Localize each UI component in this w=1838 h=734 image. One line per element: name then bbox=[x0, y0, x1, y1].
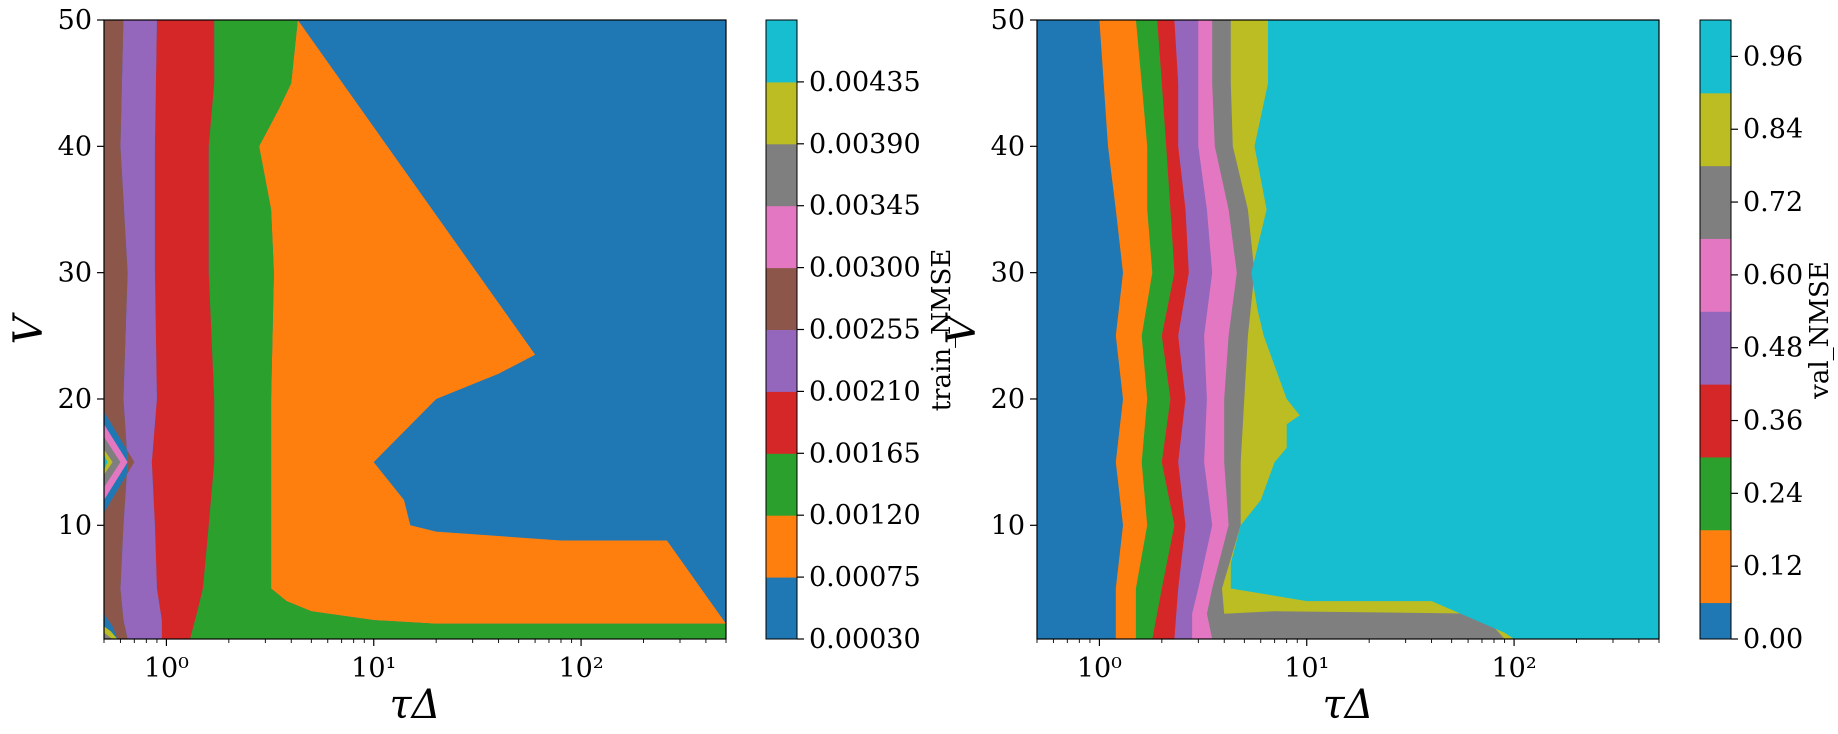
colorbar-band bbox=[1700, 384, 1731, 458]
colorbar-band bbox=[1700, 602, 1731, 640]
colorbar-band bbox=[766, 81, 797, 145]
colorbar-band bbox=[1700, 238, 1731, 312]
left-colorbar-bands bbox=[766, 20, 797, 640]
left-contour-regions bbox=[104, 20, 726, 639]
colorbar-tick-label: 0.00165 bbox=[809, 438, 921, 469]
left-y-axis-label: V bbox=[6, 311, 52, 344]
left-colorbar: 0.00030 0.00075 0.00120 0.00165 0.00210 0.002… bbox=[765, 19, 957, 655]
right-colorbar-frame bbox=[1699, 19, 1732, 640]
colorbar-tick-label: 0.00390 bbox=[809, 129, 921, 160]
colorbar-band bbox=[766, 329, 797, 392]
colorbar-tick-label: 0.00030 bbox=[809, 624, 921, 655]
contour-region bbox=[1286, 386, 1659, 608]
colorbar-tick-label: 0.00435 bbox=[809, 67, 921, 98]
contour-region bbox=[120, 20, 162, 639]
colorbar-tick-label: 0.60 bbox=[1743, 260, 1803, 291]
contour-region bbox=[1282, 20, 1659, 469]
right-colorbar-label: val_NMSE bbox=[1805, 261, 1835, 400]
contour-region bbox=[104, 632, 113, 639]
left-x-ticks: 10⁰ 10¹ 10² bbox=[103, 639, 727, 684]
colorbar-tick-label: 0.00345 bbox=[809, 191, 921, 222]
colorbar-tick-label: 0.72 bbox=[1743, 187, 1803, 218]
left-colorbar-label: train_NMSE bbox=[927, 249, 957, 412]
contour-region bbox=[104, 20, 135, 639]
colorbar-band bbox=[1700, 456, 1731, 531]
colorbar-band bbox=[1700, 92, 1731, 167]
y-tick-label: 20 bbox=[58, 384, 92, 415]
colorbar-band bbox=[766, 391, 797, 454]
colorbar-band bbox=[766, 205, 797, 269]
x-tick-label: 10² bbox=[558, 653, 603, 684]
y-tick-label: 30 bbox=[58, 258, 92, 289]
colorbar-tick-label: 0.00300 bbox=[809, 253, 921, 284]
right-y-ticks: 10 20 30 40 50 bbox=[991, 5, 1037, 541]
y-tick-label: 50 bbox=[991, 5, 1025, 36]
colorbar-tick-label: 0.12 bbox=[1743, 551, 1803, 582]
right-contour-regions bbox=[1037, 20, 1659, 639]
colorbar-tick-label: 0.00 bbox=[1743, 624, 1803, 655]
colorbar-tick-label: 0.36 bbox=[1743, 406, 1803, 437]
colorbar-tick-label: 0.96 bbox=[1743, 41, 1803, 72]
y-tick-label: 30 bbox=[991, 258, 1025, 289]
left-x-axis-label: τΔ bbox=[389, 682, 440, 728]
x-tick-label: 10¹ bbox=[1284, 653, 1329, 684]
colorbar-band bbox=[766, 577, 797, 640]
right-plot-frame bbox=[1036, 19, 1660, 640]
x-tick-label: 10¹ bbox=[351, 653, 396, 684]
colorbar-band bbox=[766, 20, 797, 83]
contour-region bbox=[151, 20, 215, 639]
left-colorbar-ticks: 0.00030 0.00075 0.00120 0.00165 0.00210 0.002… bbox=[797, 67, 921, 655]
y-tick-label: 10 bbox=[58, 510, 92, 541]
contour-region bbox=[373, 20, 726, 541]
right-colorbar-bands bbox=[1700, 20, 1731, 640]
colorbar-tick-label: 0.00075 bbox=[809, 562, 921, 593]
colorbar-band bbox=[1700, 165, 1731, 239]
colorbar-tick-label: 0.24 bbox=[1743, 478, 1803, 509]
colorbar-band bbox=[766, 267, 797, 330]
y-tick-label: 40 bbox=[991, 131, 1025, 162]
colorbar-tick-label: 0.84 bbox=[1743, 114, 1803, 145]
colorbar-tick-label: 0.00255 bbox=[809, 315, 921, 346]
colorbar-band bbox=[1700, 311, 1731, 385]
colorbar-band bbox=[766, 453, 797, 516]
x-tick-label: 10² bbox=[1491, 653, 1536, 684]
contour-region bbox=[104, 449, 113, 475]
left-y-ticks: 10 20 30 40 50 bbox=[58, 5, 104, 541]
right-colorbar-ticks: 0.00 0.12 0.24 0.36 0.48 0.60 0.72 0.84 0.96 bbox=[1731, 41, 1803, 655]
right-colorbar: 0.00 0.12 0.24 0.36 0.48 0.60 0.72 0.84 0.96 val… bbox=[1699, 19, 1835, 655]
colorbar-band bbox=[1700, 529, 1731, 604]
colorbar-tick-label: 0.00120 bbox=[809, 500, 921, 531]
contour-region bbox=[190, 20, 726, 639]
colorbar-band bbox=[766, 143, 797, 207]
right-x-axis-label: τΔ bbox=[1322, 682, 1373, 728]
right-y-axis-label: V bbox=[939, 311, 985, 344]
left-contour-plot: 10⁰ 10¹ 10² 10 20 30 40 50 τΔ V bbox=[6, 5, 727, 728]
colorbar-tick-label: 0.48 bbox=[1743, 333, 1803, 364]
y-tick-label: 40 bbox=[58, 131, 92, 162]
colorbar-band bbox=[1700, 20, 1731, 94]
left-plot-frame bbox=[103, 19, 727, 640]
y-tick-label: 50 bbox=[58, 5, 92, 36]
colorbar-tick-label: 0.00210 bbox=[809, 376, 921, 407]
colorbar-band bbox=[766, 515, 797, 578]
right-x-ticks: 10⁰ 10¹ 10² bbox=[1036, 639, 1660, 684]
x-tick-label: 10⁰ bbox=[144, 653, 189, 684]
y-tick-label: 10 bbox=[991, 510, 1025, 541]
contour-region bbox=[104, 454, 108, 470]
y-tick-label: 20 bbox=[991, 384, 1025, 415]
x-tick-label: 10⁰ bbox=[1077, 653, 1122, 684]
right-contour-plot: 10⁰ 10¹ 10² 10 20 30 40 50 τΔ V bbox=[939, 5, 1660, 728]
